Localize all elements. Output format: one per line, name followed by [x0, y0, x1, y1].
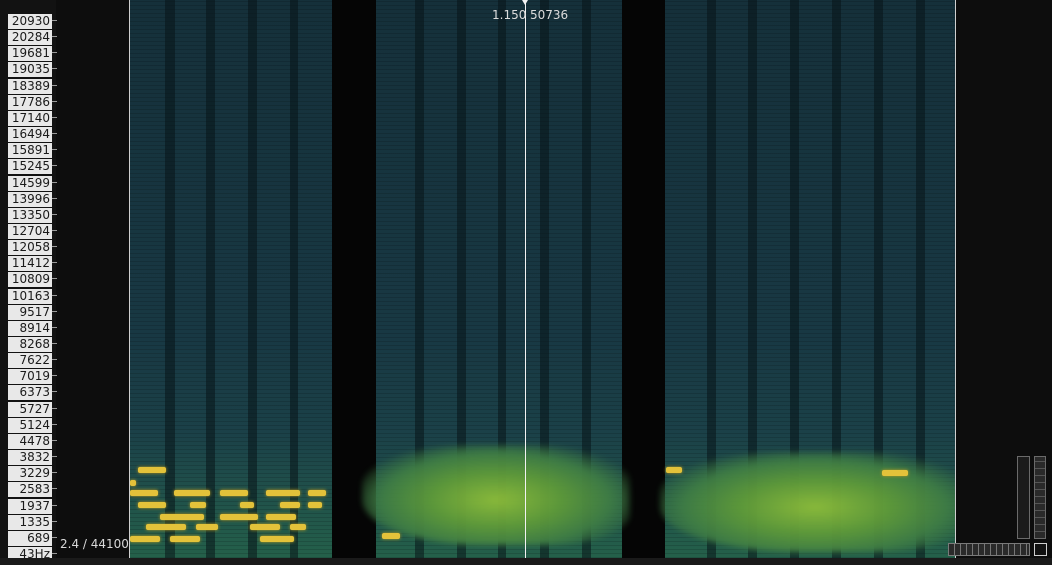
glyph-mark: [130, 480, 136, 486]
glyph-mark: [882, 470, 908, 476]
frequency-tick-label: 8914: [8, 320, 57, 336]
beat-band: [916, 0, 925, 558]
frequency-tick-label: 3229: [8, 466, 57, 482]
glyph-mark: [190, 502, 206, 508]
frequency-tick-label: 18389: [8, 78, 57, 94]
frequency-tick-label: 6373: [8, 385, 57, 401]
frequency-tick-label: 11412: [8, 256, 57, 272]
frequency-tick-label: 19035: [8, 62, 57, 78]
selection-end-edge[interactable]: [955, 0, 956, 558]
frequency-tick-label: 4478: [8, 433, 57, 449]
cursor-frequency-readout: 50736: [530, 8, 569, 22]
frequency-tick-label: 5727: [8, 401, 57, 417]
glyph-mark: [220, 514, 258, 520]
frequency-tick-label: 8268: [8, 337, 57, 352]
cursor-time-readout: 1.150: [492, 8, 527, 22]
frequency-tick-label: 12058: [8, 240, 57, 256]
frequency-tick-label: 13350: [8, 207, 57, 223]
frequency-tick-label: 10809: [8, 272, 57, 288]
beat-band: [206, 0, 215, 558]
glyph-mark: [160, 514, 204, 520]
frequency-tick-label: 1937: [8, 498, 57, 514]
playback-cursor[interactable]: [525, 0, 526, 558]
beat-band: [457, 0, 466, 558]
frequency-tick-label: 20930: [8, 14, 57, 29]
glyph-mark: [138, 502, 166, 508]
cursor-marker-icon[interactable]: [522, 0, 528, 5]
frequency-tick-label: 17140: [8, 110, 57, 126]
frequency-tick-label: 5124: [8, 417, 57, 433]
frequency-tick-label: 9517: [8, 304, 57, 320]
silence-gap: [622, 0, 665, 558]
glyph-mark: [308, 490, 326, 496]
frequency-tick-label: 3832: [8, 450, 57, 466]
spectrogram-view[interactable]: [130, 0, 955, 558]
beat-band: [415, 0, 424, 558]
horizontal-zoom-scrollbar[interactable]: [948, 543, 1030, 556]
glyph-mark: [130, 536, 160, 542]
frequency-tick-label: 16494: [8, 127, 57, 143]
beat-band: [165, 0, 175, 558]
frequency-tick-label: 12704: [8, 223, 57, 239]
frequency-tick-label: 17786: [8, 94, 57, 110]
glyph-mark: [382, 533, 400, 539]
glyph-mark: [260, 536, 294, 542]
glyph-mark: [170, 536, 200, 542]
zoom-reset-button[interactable]: [1034, 543, 1047, 556]
energy-cloud: [660, 452, 955, 552]
frequency-tick-label: 15891: [8, 143, 57, 159]
glyph-mark: [250, 524, 280, 530]
sample-rate-label: 2.4 / 44100Hz: [60, 537, 145, 551]
glyph-mark: [146, 524, 186, 530]
frequency-tick-label: 20284: [8, 30, 57, 46]
beat-band: [290, 0, 298, 558]
beat-band: [832, 0, 841, 558]
frequency-tick-label: 10163: [8, 288, 57, 304]
beat-band: [790, 0, 799, 558]
frequency-tick-label: 1335: [8, 514, 57, 530]
beat-band: [874, 0, 883, 558]
glyph-mark: [240, 502, 254, 508]
level-meter: [1017, 456, 1030, 539]
glyph-mark: [174, 490, 210, 496]
glyph-mark: [308, 502, 322, 508]
beat-band: [707, 0, 716, 558]
frequency-tick-label: 689: [8, 530, 57, 546]
glyph-mark: [666, 467, 682, 473]
frequency-tick-label: 7622: [8, 353, 57, 369]
energy-cloud: [362, 445, 630, 545]
beat-band: [248, 0, 257, 558]
glyph-mark: [130, 490, 158, 496]
glyph-mark: [266, 490, 300, 496]
glyph-mark: [220, 490, 248, 496]
frequency-tick-label: 19681: [8, 46, 57, 62]
beat-band: [498, 0, 506, 558]
frequency-tick-label: 15245: [8, 159, 57, 175]
bottom-bar: [0, 558, 1052, 565]
beat-band: [540, 0, 549, 558]
frequency-tick-label: 2583: [8, 482, 57, 498]
vertical-zoom-scrollbar[interactable]: [1034, 456, 1046, 539]
silence-gap: [332, 0, 376, 558]
selection-start-edge[interactable]: [129, 0, 130, 558]
beat-band: [748, 0, 757, 558]
glyph-mark: [280, 502, 300, 508]
beat-band: [582, 0, 591, 558]
frequency-tick-label: 13996: [8, 191, 57, 207]
frequency-axis: 20930 20284 19681 19035 18389 17786 17140 16494…: [0, 0, 57, 565]
glyph-mark: [290, 524, 306, 530]
glyph-mark: [138, 467, 166, 473]
glyph-mark: [266, 514, 296, 520]
frequency-tick-label: 14599: [8, 175, 57, 191]
frequency-tick-label: 7019: [8, 369, 57, 385]
glyph-mark: [196, 524, 218, 530]
